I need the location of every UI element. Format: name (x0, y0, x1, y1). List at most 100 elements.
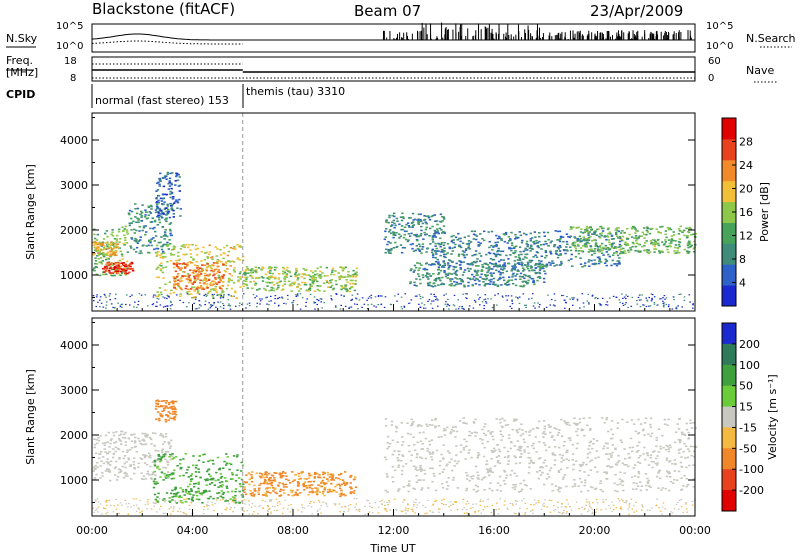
echo-cell (555, 264, 558, 266)
echo-cell (177, 255, 180, 257)
echo-cell (111, 272, 114, 274)
echo-cell (455, 262, 458, 265)
echo-cell (688, 240, 691, 243)
echo-cell (287, 270, 290, 272)
ground-scatter-cell (137, 300, 140, 302)
echo-cell (178, 496, 181, 498)
echo-cell (384, 230, 387, 233)
echo-cell (210, 482, 214, 484)
echo-cell (94, 242, 97, 245)
echo-cell (645, 240, 648, 242)
echo-cell (272, 479, 275, 482)
echo-cell (260, 476, 263, 479)
echo-cell (250, 475, 254, 478)
echo-cell (389, 229, 392, 231)
echo-cell (680, 230, 683, 233)
echo-cell (477, 478, 480, 480)
echo-cell (294, 271, 298, 274)
echo-cell (158, 287, 161, 289)
ground-scatter-cell (355, 297, 357, 299)
echo-cell (460, 280, 463, 282)
echo-cell (150, 238, 153, 240)
ground-scatter-cell (135, 306, 138, 308)
echo-cell (430, 439, 434, 441)
echo-cell (636, 249, 640, 252)
echo-cell (508, 434, 511, 436)
ground-scatter-cell (340, 304, 342, 306)
echo-cell (169, 202, 172, 205)
echo-cell (617, 246, 620, 248)
echo-cell (308, 288, 311, 290)
echo-cell (522, 285, 525, 288)
echo-cell (253, 269, 256, 272)
echo-cell (285, 269, 288, 271)
echo-cell (641, 429, 645, 432)
echo-cell (167, 210, 171, 213)
ground-scatter-cell (222, 307, 225, 309)
echo-cell (607, 233, 610, 235)
echo-cell (96, 248, 100, 251)
echo-cell (260, 269, 264, 271)
echo-cell (283, 275, 287, 278)
echo-cell (111, 268, 114, 271)
echo-cell (562, 240, 565, 243)
echo-cell (285, 486, 288, 488)
echo-cell (535, 239, 538, 242)
echo-cell (186, 264, 189, 267)
echo-cell (447, 272, 450, 275)
echo-cell (575, 226, 578, 229)
echo-cell (636, 238, 639, 240)
echo-cell (530, 461, 533, 463)
echo-cell (518, 246, 522, 248)
echo-cell (286, 266, 289, 269)
echo-cell (159, 434, 162, 437)
echo-cell (209, 284, 213, 287)
ground-scatter-cell (675, 307, 677, 309)
echo-cell (189, 480, 193, 482)
echo-cell (170, 472, 173, 475)
echo-cell (211, 459, 215, 462)
echo-cell (107, 461, 110, 463)
echo-cell (573, 485, 577, 487)
echo-cell (529, 261, 532, 263)
echo-cell (241, 489, 245, 492)
echo-cell (519, 250, 522, 253)
echo-cell (205, 294, 209, 297)
ground-scatter-cell (466, 297, 468, 300)
echo-cell (457, 255, 461, 257)
echo-cell (477, 265, 480, 267)
echo-cell (476, 456, 479, 459)
echo-cell (311, 277, 314, 280)
echo-cell (169, 292, 172, 295)
ground-scatter-cell (421, 302, 423, 304)
echo-cell (614, 473, 617, 476)
ground-scatter-cell (109, 299, 111, 301)
echo-cell (623, 472, 626, 474)
echo-cell (238, 245, 241, 248)
echo-cell (516, 270, 519, 272)
echo-cell (425, 262, 428, 265)
echo-cell (652, 243, 655, 246)
echo-cell (280, 289, 284, 291)
echo-cell (611, 259, 614, 262)
echo-cell (596, 440, 599, 442)
echo-cell (289, 275, 293, 278)
echo-cell (493, 284, 497, 286)
echo-cell (494, 264, 498, 266)
echo-cell (101, 475, 104, 477)
ground-scatter-cell (213, 301, 215, 304)
echo-cell (647, 252, 650, 254)
ground-scatter-cell (505, 295, 507, 297)
echo-cell (416, 247, 420, 250)
echo-cell (405, 230, 408, 233)
echo-cell (386, 491, 389, 493)
echo-cell (114, 270, 118, 272)
echo-cell (323, 483, 326, 486)
echo-cell (523, 284, 526, 287)
ground-scatter-cell (204, 293, 207, 295)
echo-cell (264, 494, 267, 496)
echo-cell (220, 275, 224, 277)
echo-cell (197, 490, 200, 492)
echo-cell (542, 442, 546, 444)
echo-cell (343, 471, 347, 473)
